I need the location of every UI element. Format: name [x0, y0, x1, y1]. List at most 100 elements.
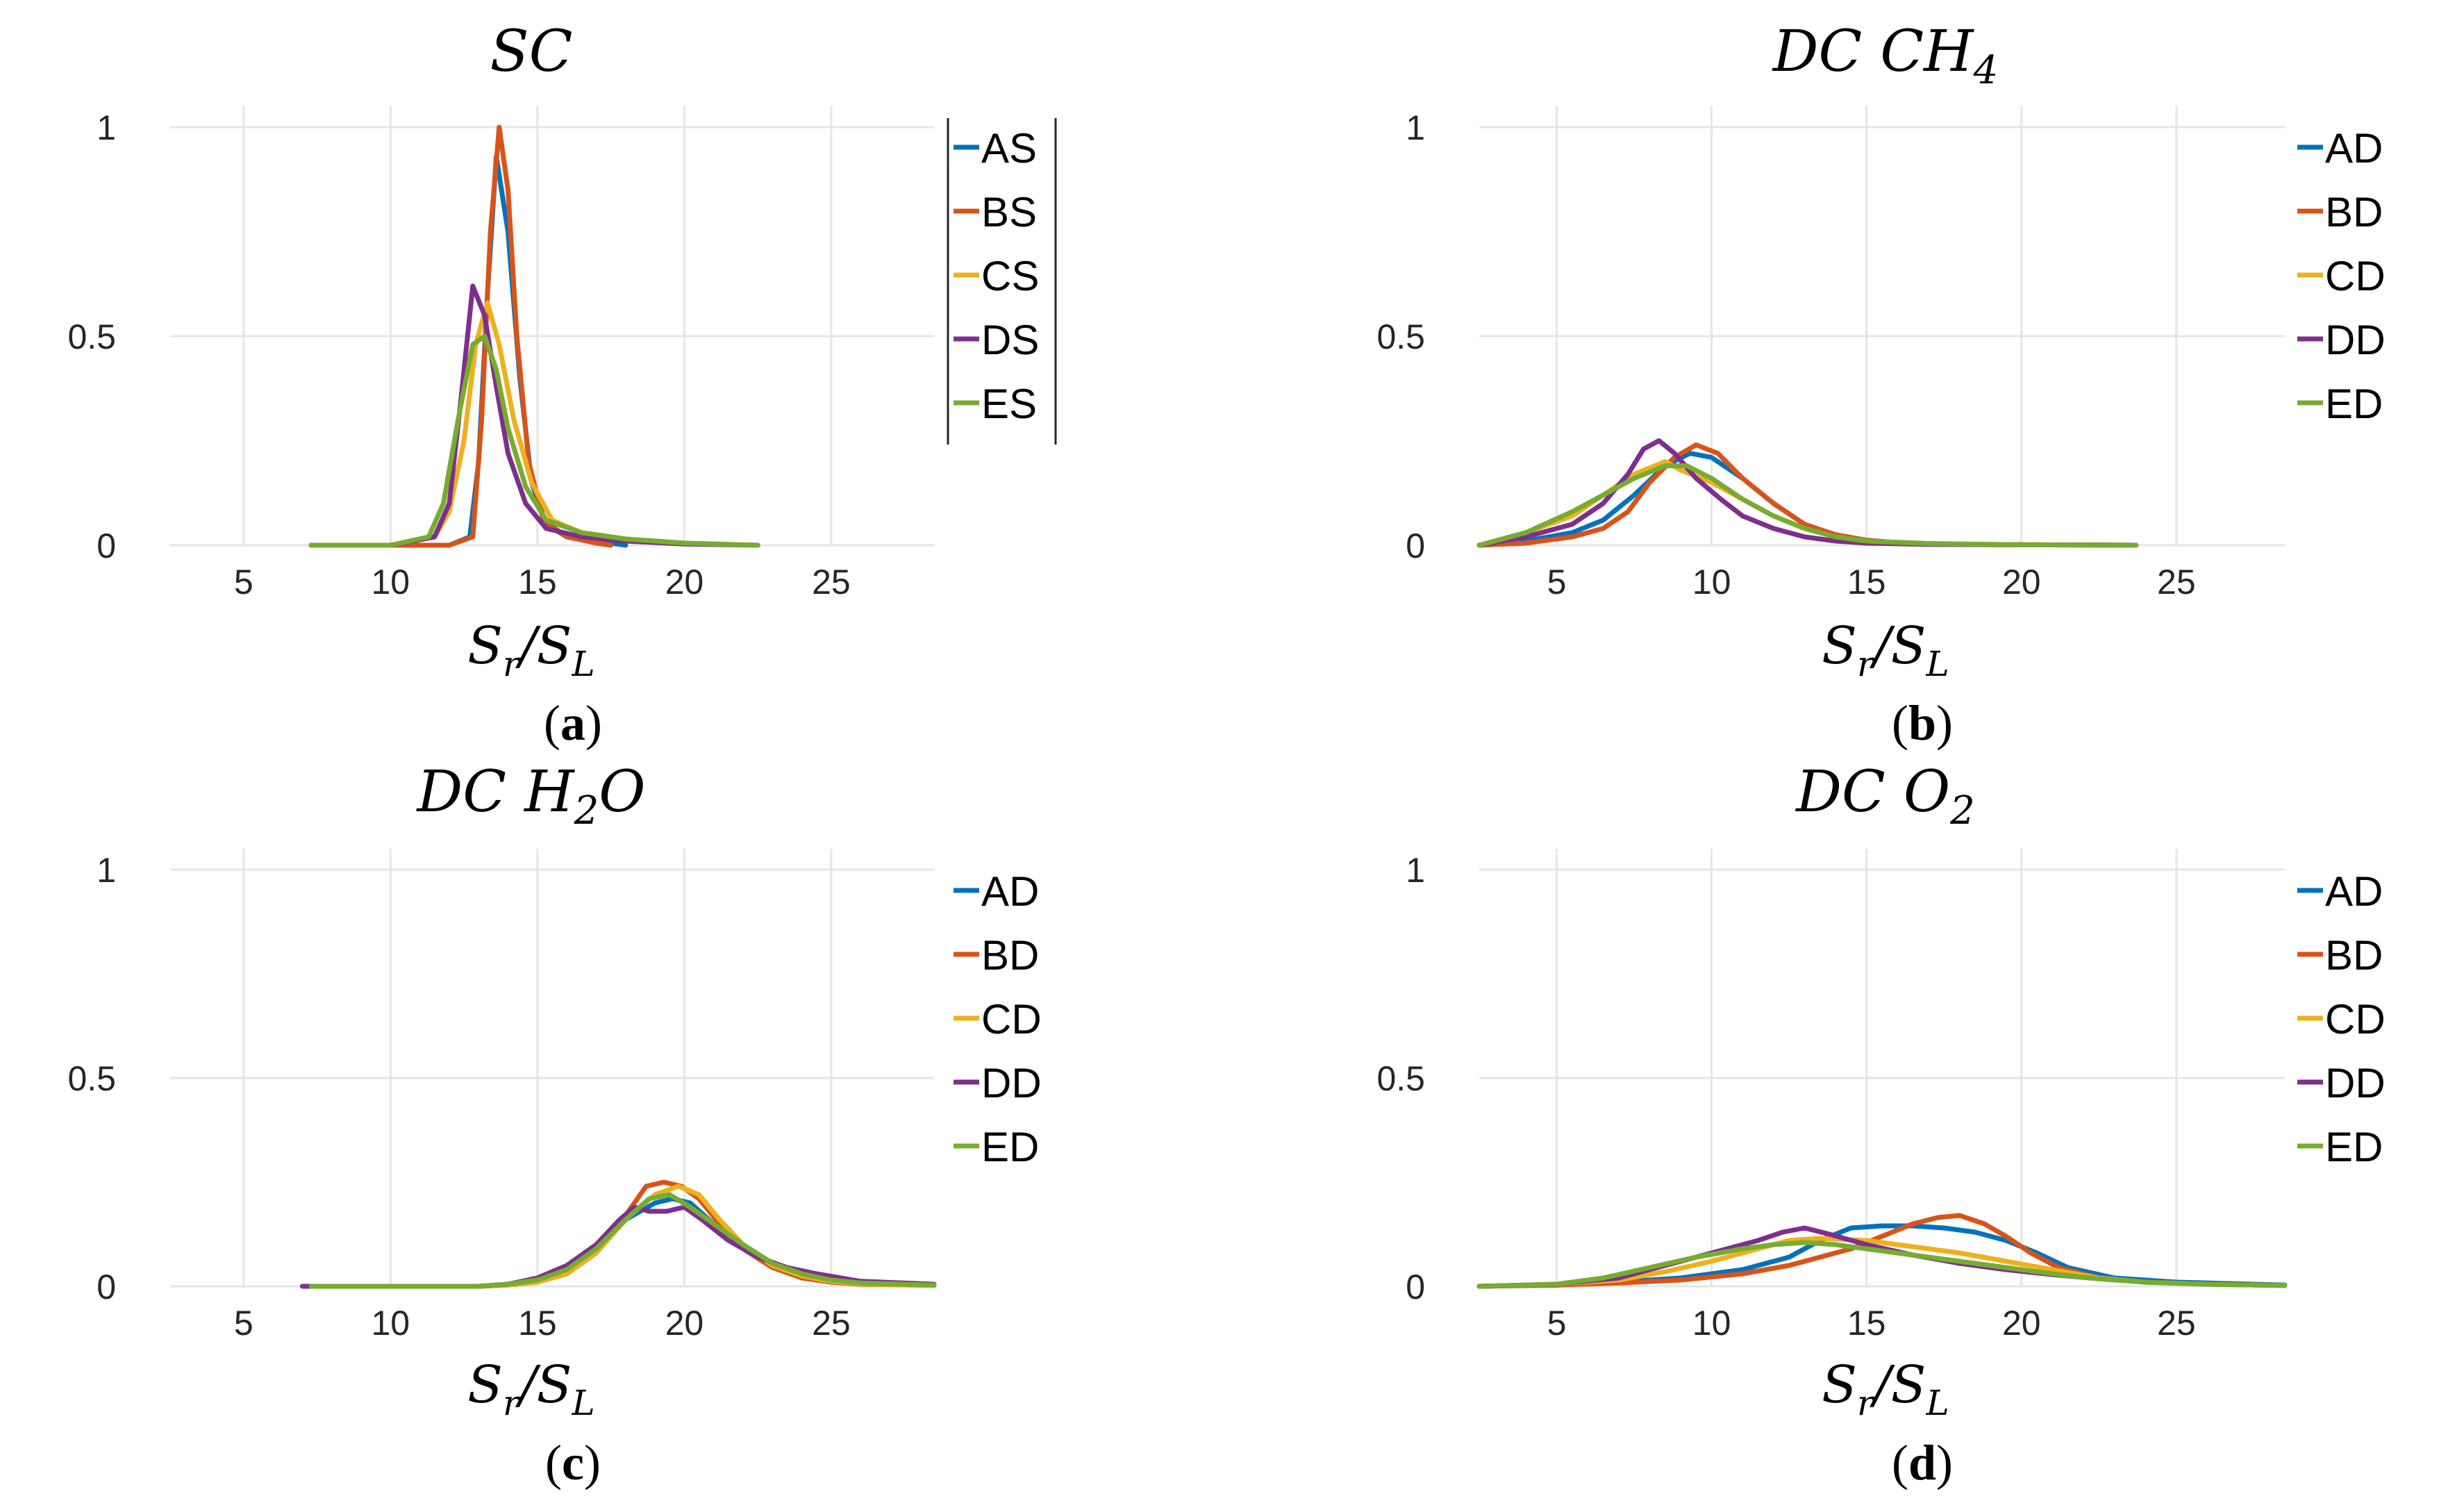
panel-c-title-tail: O: [599, 759, 645, 825]
panel-d-title-sub: 2: [1949, 788, 1975, 833]
panel-a-xticks: 5 10 15 20 25: [234, 563, 851, 601]
panel-b-xtick-label: 20: [2002, 563, 2041, 601]
panel-a-legend-label-es: ES: [981, 381, 1037, 427]
panel-c-xtick-label: 15: [518, 1304, 557, 1343]
panel-d-series-ed-line: [1476, 1240, 2288, 1289]
panel-a-xtick-label: 10: [371, 563, 410, 601]
panel-a-legend-label-bs: BS: [981, 189, 1037, 235]
panel-d-legend-label-ad: AD: [2325, 868, 2383, 915]
panel-a-xlabel: Sr/SL: [467, 616, 594, 684]
panel-d-title: DC O2: [1795, 759, 1974, 833]
panel-b-xlabel: Sr/SL: [1822, 616, 1949, 684]
panel-a-caption: (a): [544, 695, 602, 751]
panel-a-legend-label-as: AS: [981, 125, 1037, 172]
panel-d-title-main: DC O: [1795, 759, 1950, 825]
panel-a-series-ds-line: [308, 283, 760, 548]
panel-c-legend-label-bd: BD: [981, 932, 1039, 979]
panel-a-series: [308, 124, 760, 548]
panel-a-ytick-label: 1: [97, 108, 116, 147]
panel-c-caption-letter: c: [562, 1435, 584, 1490]
panel-c-title: DC H2O: [416, 759, 646, 833]
panel-c-xtick-label: 5: [234, 1304, 253, 1343]
panel-c-caption: (c): [545, 1435, 601, 1490]
panel-c-title-sub: 2: [574, 788, 599, 833]
panel-d-legend-label-cd: CD: [2325, 996, 2386, 1043]
panel-b-yticks: 00.51: [1376, 108, 1425, 565]
panel-b-legend-label-bd: BD: [2325, 189, 2383, 235]
panel-b-caption-letter: b: [1908, 695, 1936, 751]
panel-b-ytick-label: 1: [1406, 108, 1425, 147]
panel-b-title-main: DC CH: [1772, 19, 1974, 85]
panel-b-xtick-label: 10: [1692, 563, 1731, 601]
panel-d-legend: AD BD CD DD ED: [2297, 868, 2386, 1170]
panel-c-ytick-label: 0: [97, 1268, 116, 1306]
panel-d-xtick-label: 10: [1692, 1304, 1731, 1343]
panel-d-caption: (d): [1892, 1435, 1953, 1490]
panel-c-legend-label-ed: ED: [981, 1124, 1039, 1170]
panel-c-series-ed-line: [308, 1192, 937, 1289]
panel-a-ytick-label: 0: [97, 526, 116, 565]
panel-d-grid: [1479, 849, 2285, 1288]
panel-b-legend-label-dd: DD: [2325, 317, 2386, 363]
panel-a-xtick-label: 20: [665, 563, 704, 601]
panel-d-xtick-label: 20: [2002, 1304, 2041, 1343]
panel-b-xtick-label: 25: [2157, 563, 2196, 601]
panel-b-title-sub: 4: [1973, 48, 1999, 93]
panel-d-legend-label-ed: ED: [2325, 1124, 2383, 1170]
panel-d-yticks: 00.51: [1376, 851, 1425, 1306]
panel-d-xticks: 5 10 15 20 25: [1547, 1304, 2196, 1343]
panel-c-series: [299, 1179, 937, 1289]
panel-d-caption-letter: d: [1908, 1435, 1936, 1490]
panel-c-xtick-label: 25: [812, 1304, 851, 1343]
panel-b-caption: (b): [1892, 695, 1953, 751]
panel-a-legend-label-ds: DS: [981, 317, 1039, 363]
panel-a-legend: AS BS CS DS ES: [947, 118, 1057, 445]
panel-b-series: [1476, 438, 2139, 548]
panel-c-ytick-label: 0.5: [67, 1059, 116, 1098]
panel-d-xlabel: Sr/SL: [1822, 1355, 1949, 1423]
panel-c-legend-label-cd: CD: [981, 996, 1042, 1043]
panel-b-ytick-label: 0.5: [1376, 317, 1425, 356]
panel-c-xlabel: Sr/SL: [467, 1355, 594, 1423]
panel-b-xticks: 5 10 15 20 25: [1547, 563, 2196, 601]
panel-b-grid: [1479, 106, 2285, 547]
panel-a-legend-label-cs: CS: [981, 253, 1039, 299]
panel-d-legend-label-dd: DD: [2325, 1060, 2386, 1106]
panel-d-series: [1476, 1213, 2288, 1289]
panel-d-ytick-label: 0.5: [1376, 1059, 1425, 1098]
panel-a-title: SC: [490, 19, 573, 85]
panel-d-legend-label-bd: BD: [2325, 932, 2383, 979]
panel-a-yticks: 00.51: [67, 108, 116, 565]
panel-a-xtick-label: 25: [812, 563, 851, 601]
panel-c-yticks: 00.51: [67, 851, 116, 1306]
panel-c-legend-label-dd: DD: [981, 1060, 1042, 1106]
panel-a-caption-letter: a: [560, 695, 585, 751]
panel-c-legend-label-ad: AD: [981, 868, 1039, 915]
panel-c-xtick-label: 10: [371, 1304, 410, 1343]
panel-d-xtick-label: 15: [1847, 1304, 1886, 1343]
panel-d-ytick-label: 1: [1406, 851, 1425, 890]
panel-d-ytick-label: 0: [1406, 1268, 1425, 1306]
panel-b-title: DC CH4: [1772, 19, 1998, 93]
panel-d-xtick-label: 25: [2157, 1304, 2196, 1343]
panel-b-ytick-label: 0: [1406, 526, 1425, 565]
panel-c-title-main: DC H: [416, 759, 576, 825]
panel-b-series-ed-line: [1476, 463, 2139, 548]
panel-b-legend-label-cd: CD: [2325, 253, 2386, 299]
panel-b-legend-label-ed: ED: [2325, 381, 2383, 427]
panel-b-legend: AD BD CD DD ED: [2297, 125, 2386, 427]
panel-b-xtick-label: 15: [1847, 563, 1886, 601]
panel-a-series-es-line: [308, 333, 760, 548]
panel-b-xtick-label: 5: [1547, 563, 1567, 601]
panel-c-ytick-label: 1: [97, 851, 116, 890]
panel-c-xticks: 5 10 15 20 25: [234, 1304, 851, 1343]
panel-a-grid: [170, 106, 934, 547]
panel-c-legend: AD BD CD DD ED: [954, 868, 1042, 1170]
panel-a-xtick-label: 5: [234, 563, 253, 601]
panel-a-ytick-label: 0.5: [67, 317, 116, 356]
panel-c-grid: [170, 849, 934, 1288]
